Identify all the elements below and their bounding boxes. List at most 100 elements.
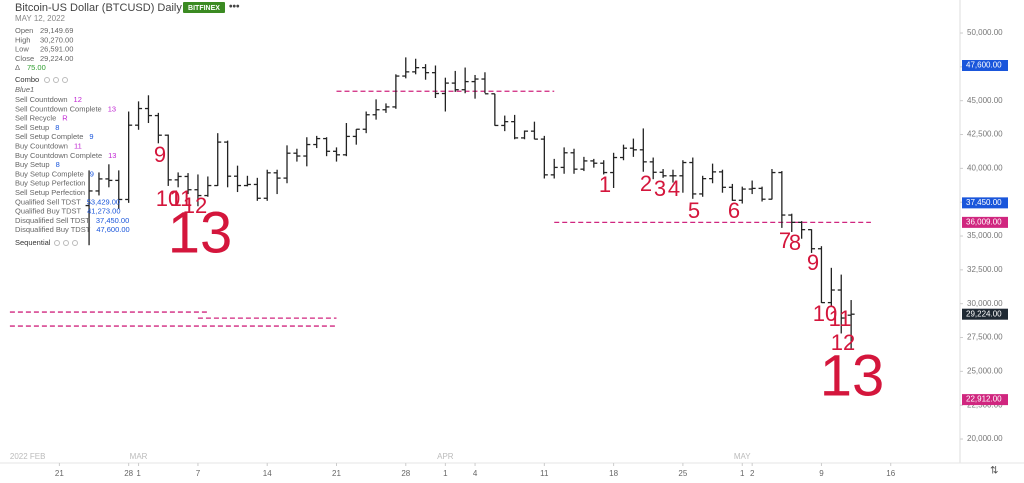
td-count: 4 <box>668 176 680 201</box>
y-tick-label: 25,000.00 <box>967 366 1003 375</box>
ohlc-value: 30,270.00 <box>40 35 73 44</box>
ohlc-name: Close <box>15 54 34 63</box>
y-tick-label: 32,500.00 <box>967 265 1003 274</box>
indicator-row: Qualified Sell TDST <box>15 197 81 206</box>
indicator-value: 13 <box>108 104 116 113</box>
td-count: 3 <box>654 176 666 201</box>
td-count: 11 <box>829 306 852 331</box>
td-count: 6 <box>728 198 740 223</box>
ohlc-value: 29,224.00 <box>40 54 73 63</box>
indicator-row: Sell Recycle <box>15 114 56 123</box>
td-count: 5 <box>688 198 700 223</box>
price-tag-label: 22,912.00 <box>966 395 1002 404</box>
x-tick-label: 7 <box>196 469 201 478</box>
indicator-icon[interactable] <box>72 240 78 246</box>
indicator-row: Buy Countdown <box>15 141 68 150</box>
x-tick-label: 14 <box>263 469 272 478</box>
indicator-row: Sell Setup Perfection <box>15 188 85 197</box>
indicator-footer: Sequential <box>15 238 51 247</box>
x-tick-label: 1 <box>136 469 141 478</box>
td-count: 12 <box>831 330 855 355</box>
price-tag <box>962 394 1008 406</box>
td-count: 9 <box>154 142 166 167</box>
indicator-icon[interactable] <box>44 77 50 83</box>
td-count: 10 <box>813 301 837 326</box>
indicator-icon[interactable] <box>53 77 59 83</box>
x-tick-label: 21 <box>55 469 64 478</box>
ohlc-value: 75.00 <box>27 63 46 72</box>
exchange-label: BITFINEX <box>188 5 220 12</box>
exchange-badge <box>183 2 225 13</box>
x-tick-label: 9 <box>819 469 824 478</box>
y-tick-label: 35,000.00 <box>967 231 1003 240</box>
y-tick-label: 45,000.00 <box>967 96 1003 105</box>
indicator-icon[interactable] <box>62 77 68 83</box>
month-label: MAR <box>130 452 148 461</box>
indicator-row: Disqualified Sell TDST <box>15 216 90 225</box>
indicator-icon[interactable] <box>63 240 69 246</box>
price-tag <box>962 197 1008 209</box>
price-tag <box>962 308 1008 320</box>
x-tick-label: 11 <box>540 469 549 478</box>
price-tag <box>962 216 1008 228</box>
x-tick-label: 1 <box>740 469 745 478</box>
y-tick-label: 30,000.00 <box>967 299 1003 308</box>
td-count: 8 <box>789 230 801 255</box>
y-tick-label: 20,000.00 <box>967 434 1003 443</box>
ohlc-name: Open <box>15 26 33 35</box>
indicator-row: Sell Setup Complete <box>15 132 83 141</box>
month-label: MAY <box>734 452 751 461</box>
ohlc-name: High <box>15 35 30 44</box>
indicator-value: 37,450.00 <box>96 216 129 225</box>
td-count: 11 <box>170 186 193 211</box>
td-count: 7 <box>779 228 791 253</box>
indicator-row: Qualified Buy TDST <box>15 207 82 216</box>
indicator-value: 13 <box>108 151 116 160</box>
y-tick-label: 50,000.00 <box>967 28 1003 37</box>
indicator-value: 9 <box>89 132 93 141</box>
price-tag-label: 36,009.00 <box>966 217 1002 226</box>
td-count: 1 <box>599 172 611 197</box>
x-tick-label: 18 <box>609 469 618 478</box>
ohlc-value: 29,149.69 <box>40 26 73 35</box>
indicator-value: 8 <box>56 160 60 169</box>
indicator-value: 11 <box>74 141 82 150</box>
month-label: 2022 FEB <box>10 452 46 461</box>
price-tag-label: 47,600.00 <box>966 61 1002 70</box>
indicator-value: 47,600.00 <box>96 225 129 234</box>
price-tag-label: 37,450.00 <box>966 198 1002 207</box>
ohlc-name: Low <box>15 45 29 54</box>
y-tick-label: 42,500.00 <box>967 130 1003 139</box>
indicator-row: Buy Setup Perfection <box>15 179 85 188</box>
indicator-value: 12 <box>74 95 82 104</box>
x-tick-label: 16 <box>886 469 895 478</box>
month-label: APR <box>437 452 454 461</box>
indicator-row: Buy Setup <box>15 160 50 169</box>
indicator-value: R <box>62 114 68 123</box>
x-tick-label: 2 <box>750 469 755 478</box>
price-tag-label: 29,224.00 <box>966 309 1002 318</box>
x-tick-label: 28 <box>401 469 410 478</box>
x-tick-label: 4 <box>473 469 478 478</box>
indicator-style: Blue1 <box>15 85 34 94</box>
indicator-row: Sell Setup <box>15 123 49 132</box>
y-tick-label: 40,000.00 <box>967 163 1003 172</box>
date-label: MAY 12, 2022 <box>15 14 66 23</box>
menu-button[interactable]: ••• <box>229 2 240 13</box>
td-count: 13 <box>820 343 885 408</box>
axis-toggle[interactable]: ⇅ <box>990 466 998 477</box>
indicator-value: 8 <box>55 123 59 132</box>
td-count: 9 <box>807 250 819 275</box>
indicator-row: Sell Countdown Complete <box>15 104 102 113</box>
indicator-value: 9 <box>90 169 94 178</box>
x-tick-label: 1 <box>443 469 448 478</box>
indicator-value: 41,273.00 <box>87 207 120 216</box>
indicator-name: Combo <box>15 75 39 84</box>
chart-title: Bitcoin-US Dollar (BTCUSD) Daily <box>15 2 182 14</box>
td-count: 13 <box>168 200 233 265</box>
y-tick-label: 27,500.00 <box>967 333 1003 342</box>
td-count: 2 <box>640 171 652 196</box>
price-tag <box>962 60 1008 72</box>
ohlc-value: 26,591.00 <box>40 45 73 54</box>
indicator-icon[interactable] <box>54 240 60 246</box>
